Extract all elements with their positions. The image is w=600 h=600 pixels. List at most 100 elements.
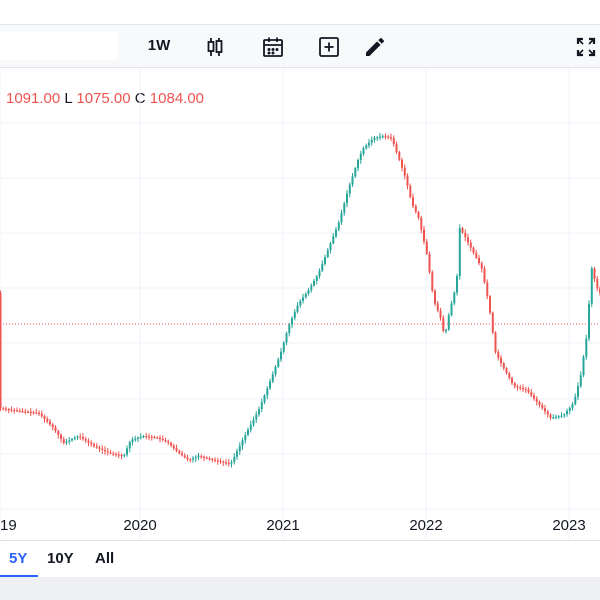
candle-body: [456, 276, 458, 293]
candle-body: [555, 416, 557, 418]
add-icon[interactable]: [317, 35, 341, 59]
candle-body: [511, 378, 513, 383]
candlestick-icon[interactable]: [203, 35, 227, 59]
fullscreen-icon[interactable]: [574, 35, 598, 59]
candle-body: [486, 282, 489, 297]
candle-body: [178, 450, 181, 454]
candle-body: [139, 436, 142, 439]
candle-body: [230, 462, 233, 464]
candle-body: [467, 237, 469, 243]
candle-body: [401, 159, 403, 168]
candle-body: [362, 148, 365, 154]
pencil-icon[interactable]: [363, 35, 387, 59]
bottom-panel: [0, 577, 600, 600]
candle-body: [376, 137, 379, 139]
candle-body: [225, 462, 227, 464]
candle-body: [205, 457, 208, 459]
candle-body: [32, 412, 35, 414]
candle-body: [343, 203, 346, 213]
candle-body: [0, 293, 2, 409]
x-tick-label: 2023: [552, 517, 585, 534]
candle-body: [566, 410, 568, 415]
candle-body: [329, 243, 332, 251]
candle-body: [84, 438, 87, 441]
price-chart[interactable]: 19 2020 2021 2022 2023: [0, 68, 600, 540]
candle-body: [112, 453, 115, 455]
candle-body: [307, 290, 310, 294]
candle-body: [365, 145, 368, 149]
candle-body: [200, 456, 203, 458]
candle-body: [552, 417, 555, 419]
candle-body: [134, 438, 137, 440]
candle-body: [266, 388, 269, 396]
candle-body: [54, 427, 57, 431]
candle-body: [101, 448, 104, 450]
candle-body: [442, 317, 445, 332]
candle-body: [502, 363, 505, 369]
range-10y-button[interactable]: 10Y: [47, 550, 74, 567]
low-value: 1075.00: [76, 90, 131, 107]
candle-body: [40, 413, 43, 417]
candle-body: [189, 459, 192, 461]
candle-body: [447, 315, 450, 330]
candle-body: [420, 217, 423, 230]
candle-body: [593, 268, 596, 279]
candle-body: [445, 329, 447, 332]
candle-body: [258, 409, 260, 415]
candle-body: [65, 441, 68, 443]
candle-body: [35, 412, 38, 414]
symbol-search-input[interactable]: [0, 32, 118, 60]
candle-body: [368, 142, 370, 146]
candle-body: [128, 442, 131, 449]
candle-body: [500, 357, 502, 364]
candle-body: [513, 383, 516, 387]
candle-body: [7, 409, 10, 411]
candle-body: [115, 453, 117, 456]
candle-body: [142, 436, 145, 438]
candle-body: [164, 440, 167, 442]
candle-body: [38, 412, 40, 414]
candle-body: [62, 439, 65, 443]
candle-body: [582, 356, 585, 376]
candle-body: [79, 436, 82, 438]
candle-body: [57, 430, 60, 435]
candle-body: [527, 389, 530, 393]
candle-body: [489, 296, 491, 313]
candle-body: [51, 424, 54, 428]
candle-body: [340, 212, 343, 223]
candle-body: [519, 387, 522, 389]
candle-body: [387, 136, 390, 138]
candle-body: [324, 257, 326, 264]
candle-body: [145, 436, 148, 438]
candle-body: [590, 268, 593, 304]
range-all-button[interactable]: All: [95, 550, 115, 567]
candle-body: [546, 411, 549, 415]
candle-body: [71, 439, 73, 441]
candle-body: [516, 386, 519, 388]
candle-body: [346, 193, 348, 204]
candle-body: [186, 457, 189, 460]
candle-body: [480, 263, 483, 269]
candle-body: [538, 401, 541, 405]
x-tick-label: 19: [0, 517, 17, 534]
candle-body: [24, 411, 27, 413]
candle-body: [412, 197, 414, 206]
candle-body: [398, 151, 401, 160]
candle-body: [373, 137, 376, 140]
candle-body: [326, 250, 329, 258]
calendar-icon[interactable]: [261, 35, 285, 59]
candle-body: [574, 396, 577, 405]
candle-body: [304, 293, 307, 298]
candle-body: [381, 136, 384, 138]
candle-body: [148, 436, 150, 438]
candle-body: [167, 441, 170, 443]
candle-body: [211, 458, 214, 461]
candle-body: [431, 272, 434, 291]
range-5y-button[interactable]: 5Y: [9, 550, 28, 567]
interval-button[interactable]: 1W: [147, 37, 171, 54]
candle-body: [159, 437, 161, 439]
candle-body: [98, 447, 101, 449]
candle-body: [227, 462, 230, 465]
candle-body: [505, 368, 508, 374]
high-value: 1091.00: [6, 90, 61, 107]
